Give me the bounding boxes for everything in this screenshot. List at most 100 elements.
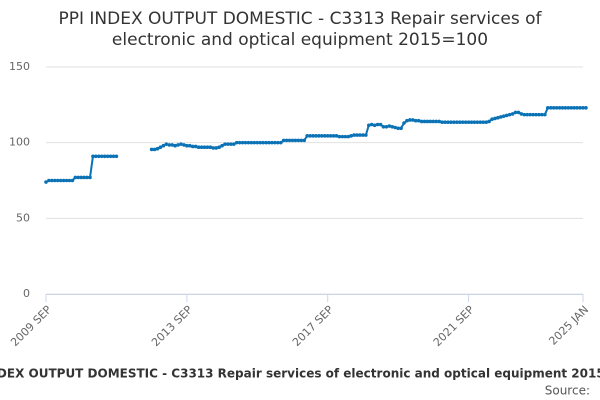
data-point — [70, 178, 75, 183]
data-point — [563, 106, 568, 110]
data-point — [211, 146, 216, 150]
data-point — [504, 113, 509, 118]
data-point — [308, 134, 312, 138]
data-point — [179, 142, 183, 146]
x-tick-label: 2009 SEP — [8, 303, 54, 349]
data-line — [45, 106, 586, 183]
data-point — [276, 140, 280, 145]
data-point — [58, 178, 63, 183]
data-point — [575, 106, 579, 110]
data-point — [578, 106, 582, 110]
data-point — [173, 143, 177, 148]
data-point — [55, 178, 60, 183]
data-point — [516, 110, 521, 115]
data-point — [258, 140, 263, 145]
data-point — [425, 119, 430, 124]
data-point — [149, 147, 154, 152]
data-point — [61, 178, 66, 183]
data-point — [249, 140, 254, 145]
data-point — [525, 112, 530, 117]
data-point — [199, 145, 204, 150]
data-point — [196, 145, 201, 150]
data-point — [545, 106, 550, 110]
data-point — [393, 125, 397, 130]
data-point — [108, 154, 113, 159]
data-point — [572, 106, 576, 110]
data-point — [472, 120, 477, 125]
data-point — [560, 106, 565, 110]
data-point — [366, 123, 371, 128]
data-point — [475, 120, 480, 125]
data-point — [223, 142, 227, 146]
data-point — [566, 106, 571, 110]
data-point — [334, 134, 339, 138]
data-point — [499, 115, 503, 119]
data-point — [322, 134, 327, 138]
data-point — [487, 119, 491, 124]
data-point — [97, 154, 101, 159]
y-tick-label: 150 — [9, 60, 30, 73]
data-point — [457, 120, 462, 125]
data-point — [352, 133, 356, 137]
data-point — [478, 120, 483, 125]
data-point — [337, 134, 342, 139]
data-point — [255, 140, 260, 145]
data-point — [311, 134, 315, 138]
data-point — [369, 122, 374, 127]
data-point — [481, 120, 486, 125]
data-point — [47, 178, 51, 183]
x-tick-label: 2021 SEP — [431, 303, 477, 349]
data-point — [431, 119, 436, 124]
data-point — [569, 106, 574, 110]
data-point — [246, 140, 251, 145]
data-point — [67, 178, 72, 183]
data-point — [317, 134, 321, 138]
data-point — [187, 143, 192, 148]
data-point — [85, 175, 89, 180]
data-point — [237, 140, 242, 145]
data-point — [161, 143, 166, 148]
y-tick-label: 100 — [9, 136, 30, 149]
data-point — [346, 134, 351, 139]
data-point — [396, 126, 400, 131]
data-point — [91, 154, 95, 159]
data-point — [214, 146, 218, 150]
data-point — [205, 145, 210, 150]
data-point — [94, 154, 98, 159]
x-tick-label: 2025 JAN — [546, 303, 591, 348]
data-point — [155, 146, 160, 151]
data-point — [584, 106, 588, 110]
data-point — [413, 118, 418, 123]
data-point — [293, 138, 298, 143]
data-point — [399, 126, 403, 131]
data-point — [528, 112, 532, 117]
data-point — [267, 140, 271, 145]
data-point — [314, 134, 318, 138]
data-point — [358, 133, 362, 137]
data-point — [340, 134, 345, 139]
data-point — [111, 154, 116, 159]
data-point — [446, 120, 450, 125]
data-point — [270, 140, 274, 145]
data-point — [501, 114, 506, 118]
data-point — [167, 143, 172, 147]
data-point — [217, 145, 221, 150]
data-point — [490, 117, 494, 122]
data-point — [208, 145, 213, 150]
data-point — [44, 180, 48, 184]
data-point — [296, 138, 301, 143]
data-point — [182, 143, 186, 147]
data-point — [185, 143, 189, 148]
data-point — [193, 144, 198, 149]
data-point — [64, 178, 69, 183]
data-point — [463, 120, 468, 125]
data-point — [331, 134, 336, 138]
x-tick-label: 2013 SEP — [149, 303, 195, 349]
data-point — [176, 143, 180, 147]
data-point — [278, 140, 283, 145]
data-point — [99, 154, 104, 159]
data-point — [343, 134, 348, 139]
data-point — [452, 120, 456, 125]
data-point — [82, 175, 86, 180]
data-point — [372, 123, 377, 128]
